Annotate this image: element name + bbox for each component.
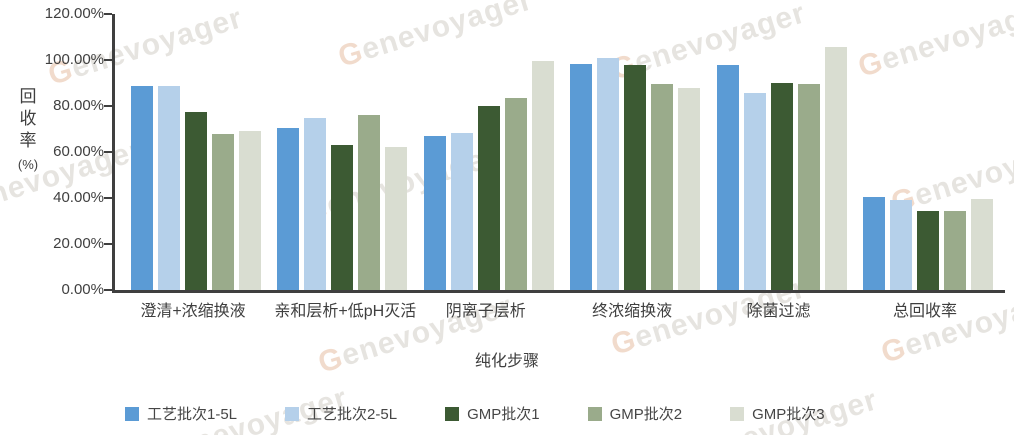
- bar-group-3: [423, 60, 554, 290]
- bar-工艺批次1-5L: [423, 135, 446, 290]
- legend-swatch: [445, 406, 460, 421]
- bar-series-container: [115, 14, 1005, 290]
- bar-GMP批次2: [504, 98, 527, 290]
- bar-GMP批次2: [651, 84, 674, 290]
- y-axis-title-char: 收: [19, 109, 37, 128]
- y-tick-mark: [104, 59, 112, 61]
- bar-工艺批次2-5L: [158, 86, 180, 290]
- legend-item-工艺批次2-5L: 工艺批次2-5L: [285, 403, 397, 424]
- y-axis-unit: (%): [17, 157, 39, 172]
- bar-group-4: [570, 57, 701, 290]
- y-tick-mark: [104, 13, 112, 15]
- legend-swatch: [587, 406, 602, 421]
- y-tick-label: 80.00%: [53, 97, 104, 114]
- bar-工艺批次1-5L: [131, 86, 153, 290]
- bar-工艺批次1-5L: [716, 64, 739, 290]
- bar-工艺批次2-5L: [450, 132, 473, 290]
- bar-GMP批次2: [943, 210, 966, 290]
- y-tick-mark: [104, 243, 112, 245]
- x-category-label: 终浓缩换液: [592, 303, 673, 320]
- y-tick-label: 100.00%: [44, 51, 104, 68]
- bar-group-2: [277, 115, 408, 290]
- bar-GMP批次1: [770, 83, 793, 290]
- bar-GMP批次3: [678, 87, 701, 290]
- y-tick-mark: [104, 289, 112, 291]
- bar-工艺批次2-5L: [889, 200, 912, 290]
- y-axis-title-char: 率: [19, 131, 37, 150]
- legend-item-GMP批次2: GMP批次2: [587, 403, 683, 424]
- y-tick-label: 20.00%: [53, 235, 104, 252]
- plot-area: [104, 13, 1005, 293]
- bar-工艺批次2-5L: [743, 93, 766, 290]
- y-tick-label: 40.00%: [53, 189, 104, 206]
- bar-GMP批次1: [916, 210, 939, 290]
- x-category-label: 澄清+浓缩换液: [140, 303, 246, 320]
- bar-GMP批次2: [797, 84, 820, 290]
- bar-工艺批次2-5L: [597, 57, 620, 290]
- bar-工艺批次1-5L: [570, 63, 593, 290]
- bar-GMP批次3: [239, 131, 261, 290]
- y-tick-mark: [104, 105, 112, 107]
- bar-GMP批次1: [477, 106, 500, 290]
- y-axis-title: 回收率 (%): [16, 86, 40, 176]
- y-tick-label: 120.00%: [44, 5, 104, 22]
- y-tick-label: 60.00%: [53, 143, 104, 160]
- bar-group-6: [862, 196, 993, 290]
- legend-label: GMP批次2: [609, 406, 683, 423]
- legend-swatch: [285, 406, 300, 421]
- legend-item-工艺批次1-5L: 工艺批次1-5L: [125, 403, 237, 424]
- x-axis-title: 纯化步骤: [474, 353, 539, 370]
- bar-group-5: [716, 47, 847, 290]
- chart-legend: 工艺批次1-5L 工艺批次2-5L GMP批次1 GMP批次2 GMP批次3: [125, 403, 825, 424]
- bar-工艺批次2-5L: [304, 117, 327, 290]
- legend-label: GMP批次3: [752, 406, 825, 423]
- legend-label: GMP批次1: [467, 406, 540, 423]
- legend-label: 工艺批次1-5L: [147, 406, 238, 423]
- y-tick-mark: [104, 151, 112, 153]
- x-category-label: 总回收率: [892, 303, 957, 320]
- x-category-label: 亲和层析+低pH灭活: [274, 303, 417, 320]
- x-category-label: 阴离子层析: [445, 303, 526, 320]
- bar-GMP批次1: [331, 145, 354, 290]
- bar-GMP批次2: [212, 133, 234, 290]
- y-tick-label: 0.00%: [61, 281, 104, 298]
- bar-GMP批次3: [385, 147, 408, 290]
- bar-GMP批次3: [531, 60, 554, 290]
- legend-swatch: [730, 406, 745, 421]
- bar-工艺批次1-5L: [277, 127, 300, 290]
- x-category-label: 除菌过滤: [746, 303, 811, 320]
- bar-GMP批次1: [185, 111, 207, 290]
- bar-group-1: [131, 86, 261, 290]
- bar-GMP批次3: [824, 47, 847, 290]
- legend-swatch: [125, 406, 139, 421]
- bar-GMP批次2: [358, 115, 381, 290]
- legend-item-GMP批次1: GMP批次1: [445, 403, 540, 424]
- bar-GMP批次3: [970, 199, 993, 290]
- legend-item-GMP批次3: GMP批次3: [730, 403, 825, 424]
- y-axis-title-char: 回: [19, 87, 37, 106]
- bar-工艺批次1-5L: [862, 196, 885, 290]
- x-axis-category-labels: 澄清+浓缩换液 亲和层析+低pH灭活 阴离子层析 终浓缩换液 除菌过滤 总回收率: [112, 297, 1002, 321]
- bar-GMP批次1: [624, 64, 647, 290]
- y-tick-mark: [104, 197, 112, 199]
- legend-label: 工艺批次2-5L: [307, 406, 398, 423]
